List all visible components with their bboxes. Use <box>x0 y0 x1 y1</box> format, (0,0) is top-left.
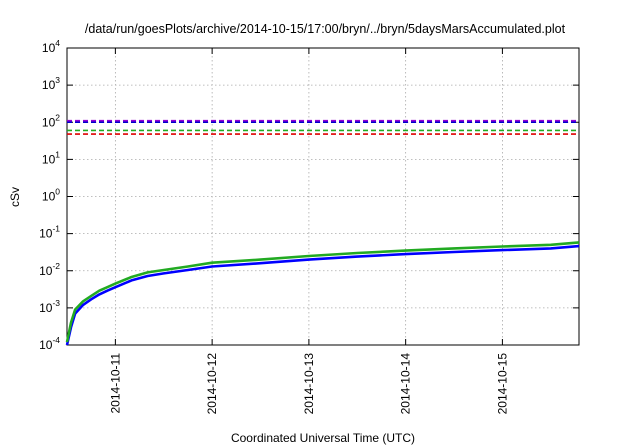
series-lines <box>65 241 580 346</box>
series-line <box>65 241 580 343</box>
x-tick-label: 2014-10-15 <box>495 353 509 415</box>
y-tick-exponent: 2 <box>55 112 60 122</box>
y-tick-label: 101 <box>42 149 60 166</box>
y-tick-label: 10-3 <box>39 298 60 315</box>
x-tick-label: 2014-10-13 <box>302 353 316 415</box>
y-tick-exponent: 0 <box>55 187 60 197</box>
y-axis-label: cSv <box>8 187 22 207</box>
y-tick-label: 10-1 <box>39 224 60 241</box>
y-tick-exponent: -3 <box>52 298 60 308</box>
y-tick-label: 10-2 <box>39 261 60 278</box>
y-tick-exponent: 1 <box>55 149 60 159</box>
x-tick-label: 2014-10-11 <box>108 353 122 414</box>
y-tick-exponent: -4 <box>52 335 60 345</box>
y-tick-exponent: 3 <box>55 75 60 85</box>
x-tick-label: 2014-10-14 <box>399 353 413 415</box>
y-tick-exponent: -2 <box>52 261 60 271</box>
x-tick-label: 2014-10-12 <box>205 353 219 415</box>
x-axis-label: Coordinated Universal Time (UTC) <box>231 431 415 445</box>
y-tick-exponent: -1 <box>52 224 60 234</box>
grid <box>67 48 579 345</box>
y-tick-exponent: 4 <box>55 38 60 48</box>
threshold-lines <box>67 119 579 135</box>
x-axis: 2014-10-11 2014-10-12 2014-10-13 2014-10-14… <box>108 48 509 414</box>
y-tick-label: 102 <box>42 112 60 129</box>
y-tick-label: 104 <box>42 38 60 55</box>
y-tick-label: 10-4 <box>39 335 60 352</box>
y-tick-label: 103 <box>42 75 60 92</box>
chart-title: /data/run/goesPlots/archive/2014-10-15/1… <box>85 22 566 36</box>
series-line <box>65 244 580 346</box>
y-tick-label: 100 <box>42 187 60 204</box>
